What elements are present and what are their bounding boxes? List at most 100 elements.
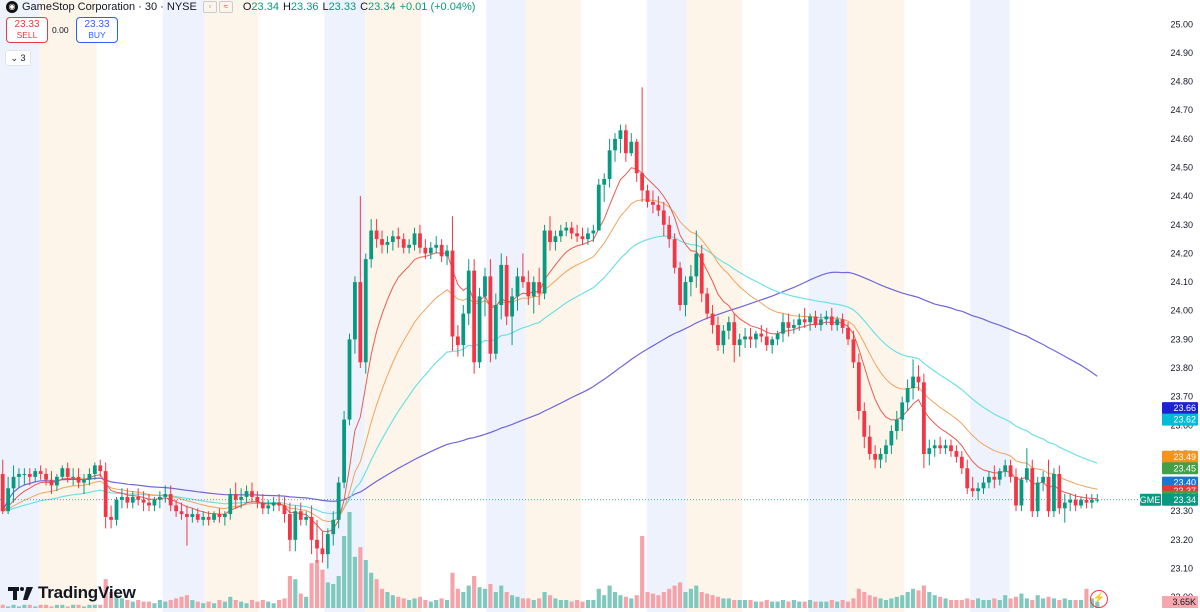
symbol-price-badge-label: GME — [1140, 495, 1161, 505]
candle-body — [428, 247, 433, 254]
candle-body — [515, 276, 520, 297]
volume-bar — [1062, 598, 1067, 608]
candle-body — [309, 516, 314, 540]
volume-bar — [163, 601, 168, 608]
candle-body — [678, 267, 682, 305]
volume-bar — [537, 598, 542, 608]
candle-body — [916, 376, 921, 383]
candle-body — [808, 316, 812, 323]
volume-bar — [585, 600, 590, 608]
candle-body — [1089, 499, 1094, 503]
volume-bar — [342, 536, 347, 608]
candle-body — [455, 336, 460, 346]
candle-body — [634, 141, 639, 174]
candle-body — [716, 325, 720, 346]
volume-bar — [347, 512, 352, 608]
candle-body — [775, 333, 780, 340]
candle-body — [862, 410, 867, 437]
eye-icon[interactable]: ▫ — [202, 1, 217, 13]
indicators-collapse-button[interactable]: ⌄ 3 — [5, 50, 31, 66]
volume-bar — [932, 595, 937, 608]
ohlc-readout: O23.34 H23.36 L23.33 C23.34 +0.01 (+0.04… — [243, 1, 476, 13]
volume-bar — [970, 600, 975, 608]
volume-bar — [233, 600, 238, 608]
candle-body — [277, 502, 281, 506]
candle-body — [185, 514, 189, 517]
volume-bar — [195, 601, 200, 608]
volume-bar — [640, 536, 645, 608]
candle-body — [174, 505, 179, 512]
candle-body — [586, 233, 590, 240]
candle-body — [65, 468, 70, 477]
symbol-title[interactable]: GameStop Corporation · 30 · NYSE — [22, 1, 197, 13]
candle-body — [732, 322, 737, 346]
y-tick-label: 24.30 — [1170, 220, 1193, 230]
volume-bar — [873, 596, 878, 608]
session-band — [686, 0, 743, 612]
y-tick-label: 24.10 — [1170, 277, 1193, 287]
volume-bar — [645, 592, 650, 608]
volume-bar — [71, 604, 76, 608]
buy-button[interactable]: 23.33 BUY — [76, 17, 118, 43]
candle-body — [120, 496, 124, 500]
tradingview-logo[interactable]: TradingView — [8, 583, 136, 603]
volume-bar — [965, 598, 970, 608]
y-tick-label: 23.90 — [1170, 334, 1193, 344]
candle-body — [331, 519, 336, 535]
candle-body — [17, 473, 21, 477]
volume-bar — [293, 579, 298, 608]
candle-body — [293, 511, 298, 540]
volume-bar — [244, 603, 249, 608]
volume-bar — [260, 600, 265, 608]
volume-bar — [87, 604, 92, 608]
volume-bar — [369, 572, 374, 608]
volume-bar — [65, 606, 70, 608]
volume-bar — [325, 582, 330, 608]
volume-bar — [916, 590, 921, 608]
candle-body — [829, 316, 834, 326]
price-tag-label: 23.66 — [1173, 403, 1196, 413]
candle-body — [71, 476, 76, 478]
candle-body — [374, 230, 379, 240]
candle-body — [92, 465, 97, 474]
candle-body — [558, 230, 563, 237]
candle-body — [921, 382, 926, 454]
candle-body — [569, 227, 574, 234]
candle-body — [82, 479, 86, 483]
volume-bar — [412, 598, 417, 608]
session-band — [0, 0, 40, 612]
volume-bar — [558, 600, 563, 608]
volume-bar — [466, 585, 471, 608]
y-tick-label: 25.00 — [1170, 19, 1193, 29]
volume-bar — [168, 600, 173, 608]
candle-body — [472, 270, 477, 363]
volume-bar — [797, 601, 802, 608]
volume-bar — [157, 600, 162, 608]
volume-bar — [320, 569, 325, 608]
sell-button[interactable]: 23.33 SELL — [6, 17, 48, 43]
sell-price: 23.33 — [14, 19, 40, 30]
candle-body — [228, 494, 233, 515]
compare-icon[interactable]: ≈ — [218, 1, 233, 13]
volume-bar — [336, 576, 341, 608]
volume-bar — [818, 601, 823, 608]
candle-body — [179, 511, 184, 515]
lightning-icon[interactable]: ⚡ — [1090, 590, 1108, 608]
candle-body — [298, 511, 303, 520]
candle-body — [770, 339, 775, 346]
volume-bar — [33, 606, 38, 608]
volume-bar — [477, 587, 482, 608]
volume-bar — [228, 596, 233, 608]
volume-bar — [753, 601, 758, 608]
y-tick-label: 23.10 — [1170, 563, 1193, 573]
volume-bar — [201, 603, 206, 608]
buy-label: BUY — [88, 30, 106, 40]
volume-bar — [650, 593, 656, 608]
candle-body — [726, 322, 731, 331]
candle-body — [987, 476, 991, 483]
volume-bar — [759, 601, 764, 608]
volume-bar — [515, 596, 520, 608]
candle-body — [954, 451, 959, 457]
volume-bar — [22, 604, 27, 608]
